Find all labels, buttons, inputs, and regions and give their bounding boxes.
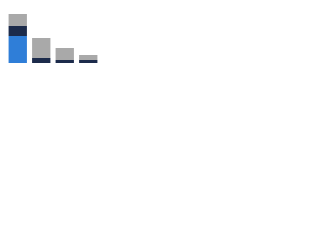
bar-segment [79, 60, 98, 63]
bar-segment [8, 14, 27, 26]
bar-segment [32, 38, 51, 58]
bar-segment [8, 26, 27, 36]
bar-segment [55, 48, 74, 60]
bar-segment [8, 36, 27, 63]
page: (() => { const data = JSON.parse(documen… [0, 0, 320, 71]
chart [0, 0, 100, 71]
bar-segment [79, 55, 98, 60]
bar-segment [32, 58, 51, 63]
bar-segment [55, 60, 74, 63]
